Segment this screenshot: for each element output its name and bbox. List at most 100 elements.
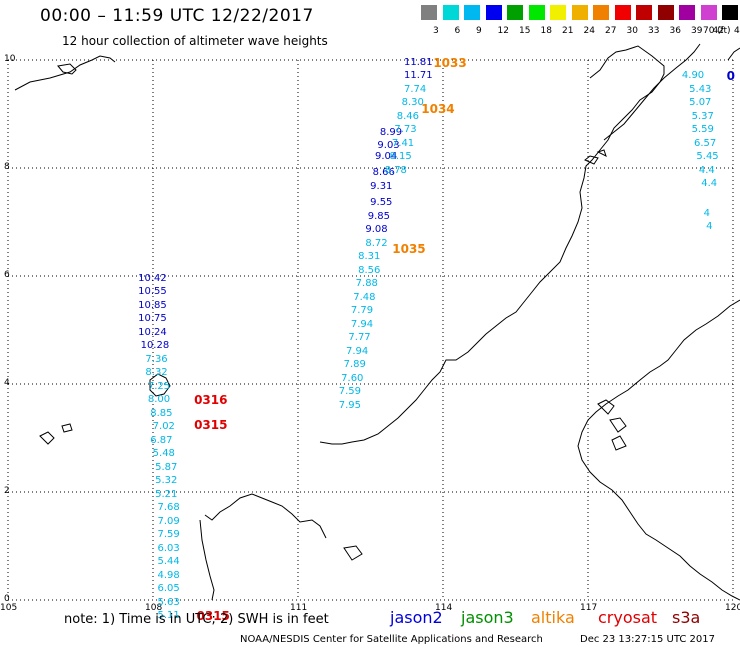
lon-tick-label: 120 bbox=[725, 603, 740, 613]
pass-time-label: 0315 bbox=[196, 609, 230, 624]
wave-height-value: 8.72 bbox=[365, 237, 388, 249]
wave-height-value: 5.32 bbox=[155, 475, 178, 487]
wave-height-value: 7.73 bbox=[394, 124, 417, 136]
wave-height-value: 7.59 bbox=[157, 529, 180, 541]
lat-tick-label: 10 bbox=[4, 54, 16, 64]
pass-time-label: 1033 bbox=[433, 55, 467, 70]
wave-height-value: 5.59 bbox=[691, 124, 714, 136]
wave-height-value: 6.03 bbox=[157, 542, 180, 554]
wave-height-value: 10.55 bbox=[138, 286, 167, 298]
wave-height-value: 4.4 bbox=[698, 164, 715, 176]
wave-height-value: 10.42 bbox=[138, 272, 167, 284]
wave-height-value: 5.44 bbox=[157, 556, 180, 568]
coastline-mekong-delta bbox=[57, 63, 77, 75]
wave-height-value: 7.94 bbox=[350, 318, 374, 330]
pass-time-label: 0315 bbox=[194, 417, 228, 432]
legend-jason2: jason2 bbox=[390, 608, 443, 627]
lat-tick-label: 4 bbox=[4, 378, 10, 388]
wave-height-value: 8.31 bbox=[358, 251, 381, 263]
wave-height-value: 7.88 bbox=[355, 278, 378, 290]
scale-label: 70 bbox=[703, 26, 715, 36]
wave-height-value: 5.45 bbox=[696, 151, 719, 163]
wave-height-value: 7.09 bbox=[157, 515, 180, 527]
wave-height-value: 5.21 bbox=[155, 488, 178, 500]
wave-height-value: 11.81 bbox=[404, 56, 433, 68]
coastline-bangka bbox=[199, 519, 215, 601]
coastline-borneo bbox=[319, 45, 665, 445]
lat-tick-label: 6 bbox=[4, 270, 10, 280]
pass-time-label: 1035 bbox=[392, 242, 426, 256]
wave-height-value: 7.25 bbox=[147, 380, 171, 392]
coastline-sulawesi bbox=[577, 299, 740, 601]
scale-label: 24 bbox=[583, 26, 595, 36]
scale-label: (ft) bbox=[717, 26, 731, 36]
scale-label: 6 bbox=[454, 26, 461, 36]
lon-tick-label: 111 bbox=[290, 603, 308, 613]
wave-height-value: 8.99 bbox=[379, 126, 403, 138]
wave-height-value: 9.85 bbox=[367, 210, 391, 222]
wave-height-value: 4 bbox=[703, 207, 711, 219]
scale-swatch bbox=[593, 5, 609, 20]
coastline-natuna bbox=[149, 373, 171, 397]
lat-tick-label: 8 bbox=[4, 162, 10, 172]
coastline-islands-east bbox=[597, 399, 627, 451]
footer-credit: NOAA/NESDIS Center for Satellite Applica… bbox=[240, 634, 543, 645]
wave-height-value: 8.66 bbox=[372, 167, 395, 179]
scale-swatch bbox=[550, 5, 566, 20]
pass-time-label: 0316 bbox=[194, 393, 228, 408]
scale-label: 9 bbox=[476, 26, 482, 36]
scale-label: 36 bbox=[669, 26, 681, 36]
wave-height-value: 7.41 bbox=[391, 137, 415, 149]
wave-height-value: 7.60 bbox=[341, 372, 364, 384]
scale-swatch bbox=[571, 5, 588, 20]
wave-height-value: 11.71 bbox=[404, 70, 433, 82]
wave-height-value: 9.08 bbox=[365, 224, 388, 236]
wave-height-value: 5.37 bbox=[691, 110, 714, 122]
map-title: 00:00 – 11:59 UTC 12/22/2017 bbox=[40, 6, 314, 26]
wave-height-value: 5.07 bbox=[689, 97, 712, 109]
scale-swatch bbox=[464, 5, 480, 20]
wave-height-value: 10.24 bbox=[138, 326, 167, 338]
scale-label: 30 bbox=[626, 26, 638, 36]
wave-height-value: 8.85 bbox=[150, 407, 173, 419]
scale-label: 15 bbox=[519, 26, 531, 36]
wave-height-value: 7.94 bbox=[346, 345, 369, 357]
coastline-belitung bbox=[343, 545, 363, 561]
legend-altika: altika bbox=[531, 608, 575, 627]
lon-tick-label: 114 bbox=[435, 603, 453, 613]
wave-height-value: 5.43 bbox=[689, 83, 712, 95]
wave-height-value: 9.55 bbox=[370, 197, 393, 209]
coastline-palawan bbox=[603, 43, 701, 141]
scale-label: 27 bbox=[605, 26, 617, 36]
scale-swatch bbox=[421, 5, 437, 20]
wave-height-value: 10.85 bbox=[138, 299, 167, 311]
wave-height-value: 7.79 bbox=[350, 305, 374, 317]
wave-height-value: 5.11 bbox=[157, 610, 180, 622]
scale-label: 21 bbox=[562, 26, 574, 36]
wave-height-value: 7.59 bbox=[338, 386, 362, 398]
scale-label: 39 bbox=[691, 26, 703, 36]
legend-jason3: jason3 bbox=[461, 608, 514, 627]
wave-height-value: 6.05 bbox=[157, 583, 180, 595]
wave-height-value: 7.74 bbox=[404, 83, 427, 95]
wave-height-value: 9.04 bbox=[375, 151, 398, 163]
coastline-sulu-islands bbox=[584, 149, 607, 165]
edge-pass-label: 0 bbox=[726, 69, 735, 84]
coastline-indochina bbox=[14, 55, 116, 91]
coastline bbox=[14, 43, 740, 601]
wave-height-value: 10.75 bbox=[138, 313, 167, 325]
footer-note: note: 1) Time is in UTC; 2) SWH is in fe… bbox=[64, 612, 329, 627]
coastline-anambas bbox=[39, 423, 73, 445]
lat-lon-grid bbox=[7, 59, 734, 601]
wave-height-value: 4.90 bbox=[681, 70, 705, 82]
wave-height-value: 5.63 bbox=[157, 596, 180, 608]
wave-height-value: 7.02 bbox=[152, 421, 175, 433]
wave-height-value: 8.30 bbox=[401, 97, 424, 109]
wave-height-value: 10.28 bbox=[140, 340, 170, 352]
scale-label: 45 bbox=[734, 26, 740, 36]
scale-label: 12 bbox=[497, 26, 509, 36]
wave-height-value: 8.32 bbox=[145, 367, 168, 379]
wave-height-value: 8.15 bbox=[389, 151, 412, 163]
wave-height-value: 5.48 bbox=[152, 448, 175, 460]
scale-swatch bbox=[722, 5, 738, 20]
